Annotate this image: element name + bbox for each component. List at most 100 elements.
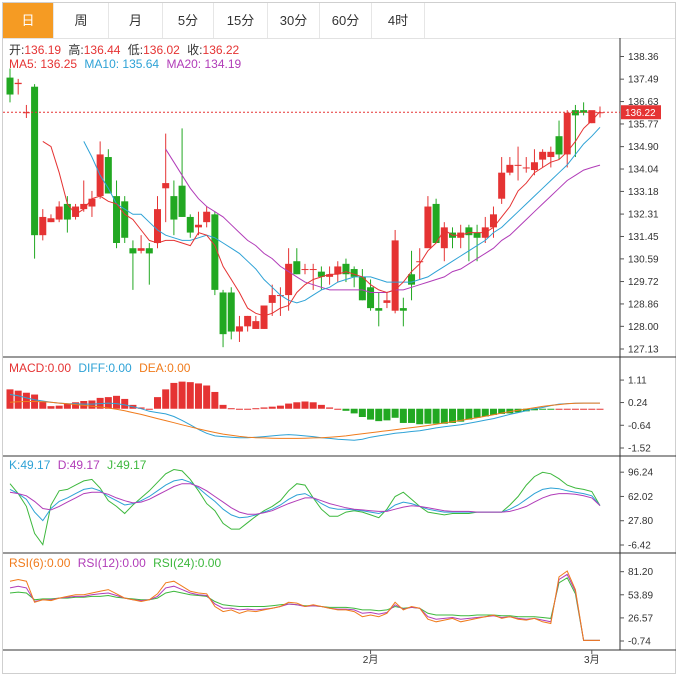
macd-bar	[580, 408, 588, 410]
tab-4hour[interactable]: 4时	[372, 3, 425, 38]
candle-down	[408, 274, 416, 285]
price-axis-tick-label: 137.49	[628, 75, 659, 86]
candle-down	[432, 203, 440, 243]
tab-30min[interactable]: 30分	[268, 3, 320, 38]
macd-bar	[121, 398, 129, 409]
macd-bar	[588, 408, 596, 410]
macd-bar	[367, 408, 375, 420]
macd-bar	[350, 408, 358, 414]
macd-bar	[334, 408, 342, 410]
macd-bar	[252, 408, 260, 410]
macd-bar	[399, 408, 407, 423]
kdj-axis-tick-label: 96.24	[628, 468, 653, 479]
rsi12-legend-item: RSI(12):0.00	[78, 556, 146, 570]
macd-bar	[186, 382, 194, 409]
tab-5min[interactable]: 5分	[163, 3, 214, 38]
price-axis-tick-label: 129.72	[628, 277, 659, 288]
dea-value: 0.00	[167, 361, 191, 375]
candle-up	[260, 305, 268, 329]
macd-bar	[571, 408, 579, 410]
macd-bar	[391, 408, 399, 418]
ma10-value: 135.64	[122, 57, 160, 71]
candle-down	[317, 271, 325, 277]
candle-up	[489, 214, 497, 228]
rsi-axis-tick-label: -0.74	[628, 637, 651, 648]
candle-up	[47, 218, 55, 223]
ma-legend: MA5: 136.25 MA10: 135.64 MA20: 134.19	[9, 57, 245, 71]
candle-up	[162, 183, 170, 189]
low-label: 低:	[127, 43, 144, 57]
candle-up	[80, 203, 88, 210]
last-price-label: 136.22	[625, 108, 656, 119]
price-axis-tick-label: 132.31	[628, 210, 659, 221]
macd-bar	[72, 402, 80, 409]
rsi6-value: 0.00	[47, 556, 71, 570]
ma20-line	[165, 148, 601, 293]
tab-60min[interactable]: 60分	[320, 3, 372, 38]
macd-bar	[285, 403, 293, 409]
macd-bar	[489, 408, 497, 415]
j-value: 49.17	[116, 458, 147, 472]
tab-week[interactable]: 周	[54, 3, 109, 38]
rsi12-value: 0.00	[122, 556, 146, 570]
macd-bar	[293, 402, 301, 409]
candle-down	[293, 261, 301, 275]
candle-down	[580, 110, 588, 113]
macd-bar	[227, 408, 235, 410]
price-axis-tick-label: 134.04	[628, 165, 659, 176]
macd-bar	[309, 402, 317, 409]
macd-bar	[219, 404, 227, 409]
close-label: 收:	[187, 43, 203, 57]
macd-value: 0.00	[47, 361, 72, 375]
candle-down	[473, 232, 481, 238]
candle-up	[588, 110, 596, 124]
candle-up	[530, 162, 538, 171]
ma5-legend: MA5: 136.25	[9, 57, 77, 71]
candle-up	[244, 315, 252, 327]
macd-bar	[260, 407, 268, 409]
candle-up	[203, 211, 211, 223]
kdj-axis-tick-label: -6.42	[628, 541, 651, 552]
tab-15min[interactable]: 15分	[214, 3, 268, 38]
candle-down	[104, 157, 112, 194]
macd-label: MACD:	[9, 361, 48, 375]
candle-up	[522, 167, 530, 169]
d-legend-item: D:49.17	[58, 458, 100, 472]
macd-bar	[375, 408, 383, 422]
ma20-value: 134.19	[204, 57, 242, 71]
candle-down	[375, 308, 383, 311]
ma5-value: 136.25	[40, 57, 78, 71]
ma20-legend: MA20: 134.19	[166, 57, 241, 71]
tab-day[interactable]: 日	[3, 3, 54, 38]
rsi6-label: RSI(6):	[9, 556, 48, 570]
candle-down	[63, 203, 71, 220]
rsi12-line	[9, 573, 600, 641]
candle-up	[416, 261, 424, 263]
candle-down	[129, 248, 137, 254]
candle-up	[72, 206, 80, 217]
rsi-legend: RSI(6):0.00 RSI(12):0.00 RSI(24):0.00	[9, 556, 225, 570]
k-value: 49.17	[20, 458, 51, 472]
candle-down	[555, 136, 563, 155]
macd-legend: MACD:0.00 DIFF:0.00 DEA:0.00	[9, 361, 194, 375]
high-value: 136.44	[83, 43, 121, 57]
d-line	[9, 483, 601, 515]
candle-down	[211, 214, 219, 290]
macd-bar	[457, 408, 465, 422]
macd-bar	[162, 389, 170, 409]
open-value: 136.19	[24, 43, 62, 57]
macd-bar	[555, 408, 563, 410]
candle-down	[31, 86, 39, 236]
tab-month[interactable]: 月	[109, 3, 163, 38]
macd-bar	[530, 408, 538, 411]
macd-bar	[358, 408, 366, 418]
macd-bar	[211, 391, 219, 409]
price-axis-tick-label: 128.86	[628, 299, 659, 310]
candle-up	[252, 321, 260, 329]
candle-down	[145, 248, 153, 254]
macd-axis-tick-label: -1.52	[628, 444, 651, 455]
candle-up	[285, 263, 293, 296]
macd-bar	[194, 383, 202, 409]
price-axis-tick-label: 127.13	[628, 345, 659, 356]
